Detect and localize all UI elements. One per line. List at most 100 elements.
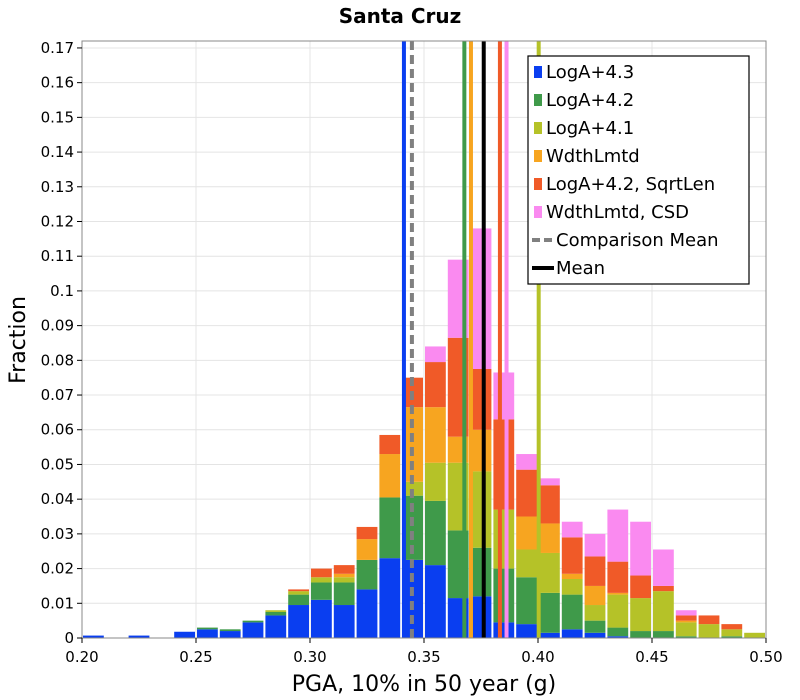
- legend-swatch-wdthlmtd: [534, 150, 542, 162]
- bar-wdthlmtd-csd-20: [539, 478, 560, 486]
- bar-loga-4-2-10: [311, 582, 332, 600]
- bar-loga-4-1-11: [333, 577, 355, 583]
- bar-loga-4-3-2: [128, 635, 150, 638]
- legend-swatch-loga-4-1: [534, 122, 542, 134]
- bar-wdthlmtd-19: [516, 516, 537, 550]
- y-tick-label-11: 0.11: [41, 247, 74, 265]
- bar-loga-4-3-10: [311, 599, 332, 638]
- mean-lines: [401, 41, 541, 638]
- bar-loga-4-2-sqrtlen-23: [607, 561, 629, 593]
- y-tick-label-5: 0.05: [41, 455, 74, 473]
- y-tick-label-0: 0: [64, 629, 74, 647]
- bar-loga-4-3-20: [539, 632, 560, 638]
- bar-loga-4-1-25: [653, 591, 674, 632]
- legend-swatch-loga-4-2-sqrtlen: [534, 178, 542, 190]
- y-tick-label-4: 0.04: [41, 490, 74, 508]
- bar-wdthlmtd-23: [607, 592, 629, 595]
- x-tick-label-6: 0.50: [749, 648, 782, 666]
- y-tick-label-3: 0.03: [41, 525, 74, 543]
- legend-box: [527, 55, 750, 285]
- y-tick-label-17: 0.17: [41, 39, 74, 57]
- bar-wdthlmtd-15: [425, 407, 446, 463]
- legend-label-loga-4-3: LogA+4.3: [546, 62, 634, 83]
- y-tick-label-8: 0.08: [41, 351, 74, 369]
- bar-loga-4-1-27: [698, 624, 720, 638]
- y-tick-label-1: 0.01: [41, 594, 74, 612]
- bar-loga-4-2-sqrtlen-17: [470, 369, 492, 430]
- y-tick-label-7: 0.07: [41, 386, 74, 404]
- bar-wdthlmtd-21: [561, 573, 583, 579]
- bar-loga-4-3-8: [265, 615, 287, 638]
- bar-loga-4-3-4: [174, 631, 195, 638]
- bar-loga-4-2-12: [356, 559, 378, 590]
- x-tick-label-5: 0.45: [635, 648, 668, 666]
- bar-wdthlmtd-13: [379, 454, 401, 498]
- y-tick-label-12: 0.12: [41, 212, 74, 230]
- bar-loga-4-1-20: [539, 552, 560, 593]
- bar-loga-4-1-22: [584, 605, 606, 621]
- bar-loga-4-1-9: [288, 591, 309, 595]
- bar-loga-4-2-26: [675, 636, 697, 638]
- bar-loga-4-3-9: [288, 605, 309, 638]
- legend: LogA+4.3 LogA+4.2 LogA+4.1 WdthLmtd LogA+4.2…: [527, 55, 750, 285]
- bar-wdthlmtd-11: [333, 573, 355, 578]
- bar-loga-4-2-11: [333, 582, 355, 606]
- bar-wdthlmtd-csd-18: [493, 372, 515, 420]
- bar-loga-4-1-23: [607, 594, 629, 628]
- bar-loga-4-2-19: [516, 577, 537, 625]
- bar-loga-4-2-7: [242, 620, 264, 623]
- legend-swatch-wdthlmtd-csd: [534, 206, 542, 218]
- bar-loga-4-2-sqrtlen-24: [630, 575, 651, 599]
- bar-loga-4-2-17: [470, 547, 492, 597]
- bar-loga-4-1-29: [744, 632, 765, 638]
- bar-loga-4-2-15: [425, 500, 446, 566]
- bar-loga-4-3-12: [356, 589, 378, 638]
- bar-loga-4-3-19: [516, 624, 537, 638]
- bar-loga-4-1-28: [721, 629, 743, 637]
- x-tick-label-3: 0.35: [407, 648, 440, 666]
- bar-loga-4-2-sqrtlen-13: [379, 434, 401, 455]
- x-axis-title: PGA, 10% in 50 year (g): [292, 672, 556, 697]
- x-tick-label-0: 0.20: [65, 648, 98, 666]
- bar-wdthlmtd-22: [584, 585, 606, 606]
- bar-loga-4-2-sqrtlen-20: [539, 485, 560, 524]
- chart-title: Santa Cruz: [339, 4, 462, 28]
- legend-label-wdthlmtd: WdthLmtd: [546, 146, 640, 167]
- bar-loga-4-1-21: [561, 578, 583, 595]
- bar-loga-4-2-sqrtlen-18: [493, 419, 515, 510]
- bar-loga-4-2-6: [219, 629, 241, 632]
- legend-label-wdthlmtd-csd: WdthLmtd, CSD: [546, 202, 689, 223]
- bar-loga-4-3-11: [333, 605, 355, 638]
- bar-loga-4-1-24: [630, 598, 651, 632]
- bar-loga-4-2-sqrtlen-10: [311, 568, 332, 578]
- bar-loga-4-3-5: [197, 629, 218, 638]
- bar-loga-4-2-sqrtlen-28: [721, 624, 743, 630]
- bar-loga-4-3-6: [219, 631, 241, 638]
- bar-loga-4-3-15: [425, 565, 446, 638]
- y-tick-label-14: 0.14: [41, 143, 74, 161]
- bar-loga-4-2-5: [197, 627, 218, 630]
- bar-wdthlmtd-csd-21: [561, 521, 583, 538]
- bar-loga-4-2-14: [402, 495, 423, 560]
- y-tick-label-15: 0.15: [41, 108, 74, 126]
- y-tick-label-10: 0.1: [50, 282, 74, 300]
- bar-loga-4-2-sqrtlen-9: [288, 589, 309, 592]
- y-tick-label-16: 0.16: [41, 74, 74, 92]
- bar-wdthlmtd-csd-25: [653, 549, 674, 586]
- bar-loga-4-2-18: [493, 568, 515, 623]
- legend-label-loga-4-2-sqrtlen: LogA+4.2, SqrtLen: [546, 174, 715, 195]
- legend-label-comparison-mean: Comparison Mean: [556, 230, 719, 251]
- bar-loga-4-1-18: [493, 509, 515, 569]
- bar-loga-4-2-20: [539, 592, 560, 633]
- bar-wdthlmtd-csd-17: [470, 228, 492, 370]
- bar-loga-4-3-14: [402, 559, 423, 638]
- y-axis-title: Fraction: [6, 296, 31, 384]
- x-tick-label-1: 0.25: [179, 648, 212, 666]
- bar-loga-4-2-sqrtlen-15: [425, 362, 446, 408]
- bar-loga-4-3-22: [584, 632, 606, 638]
- legend-label-loga-4-1: LogA+4.1: [546, 118, 634, 139]
- bar-loga-4-2-28: [721, 636, 743, 638]
- legend-label-mean: Mean: [556, 258, 605, 279]
